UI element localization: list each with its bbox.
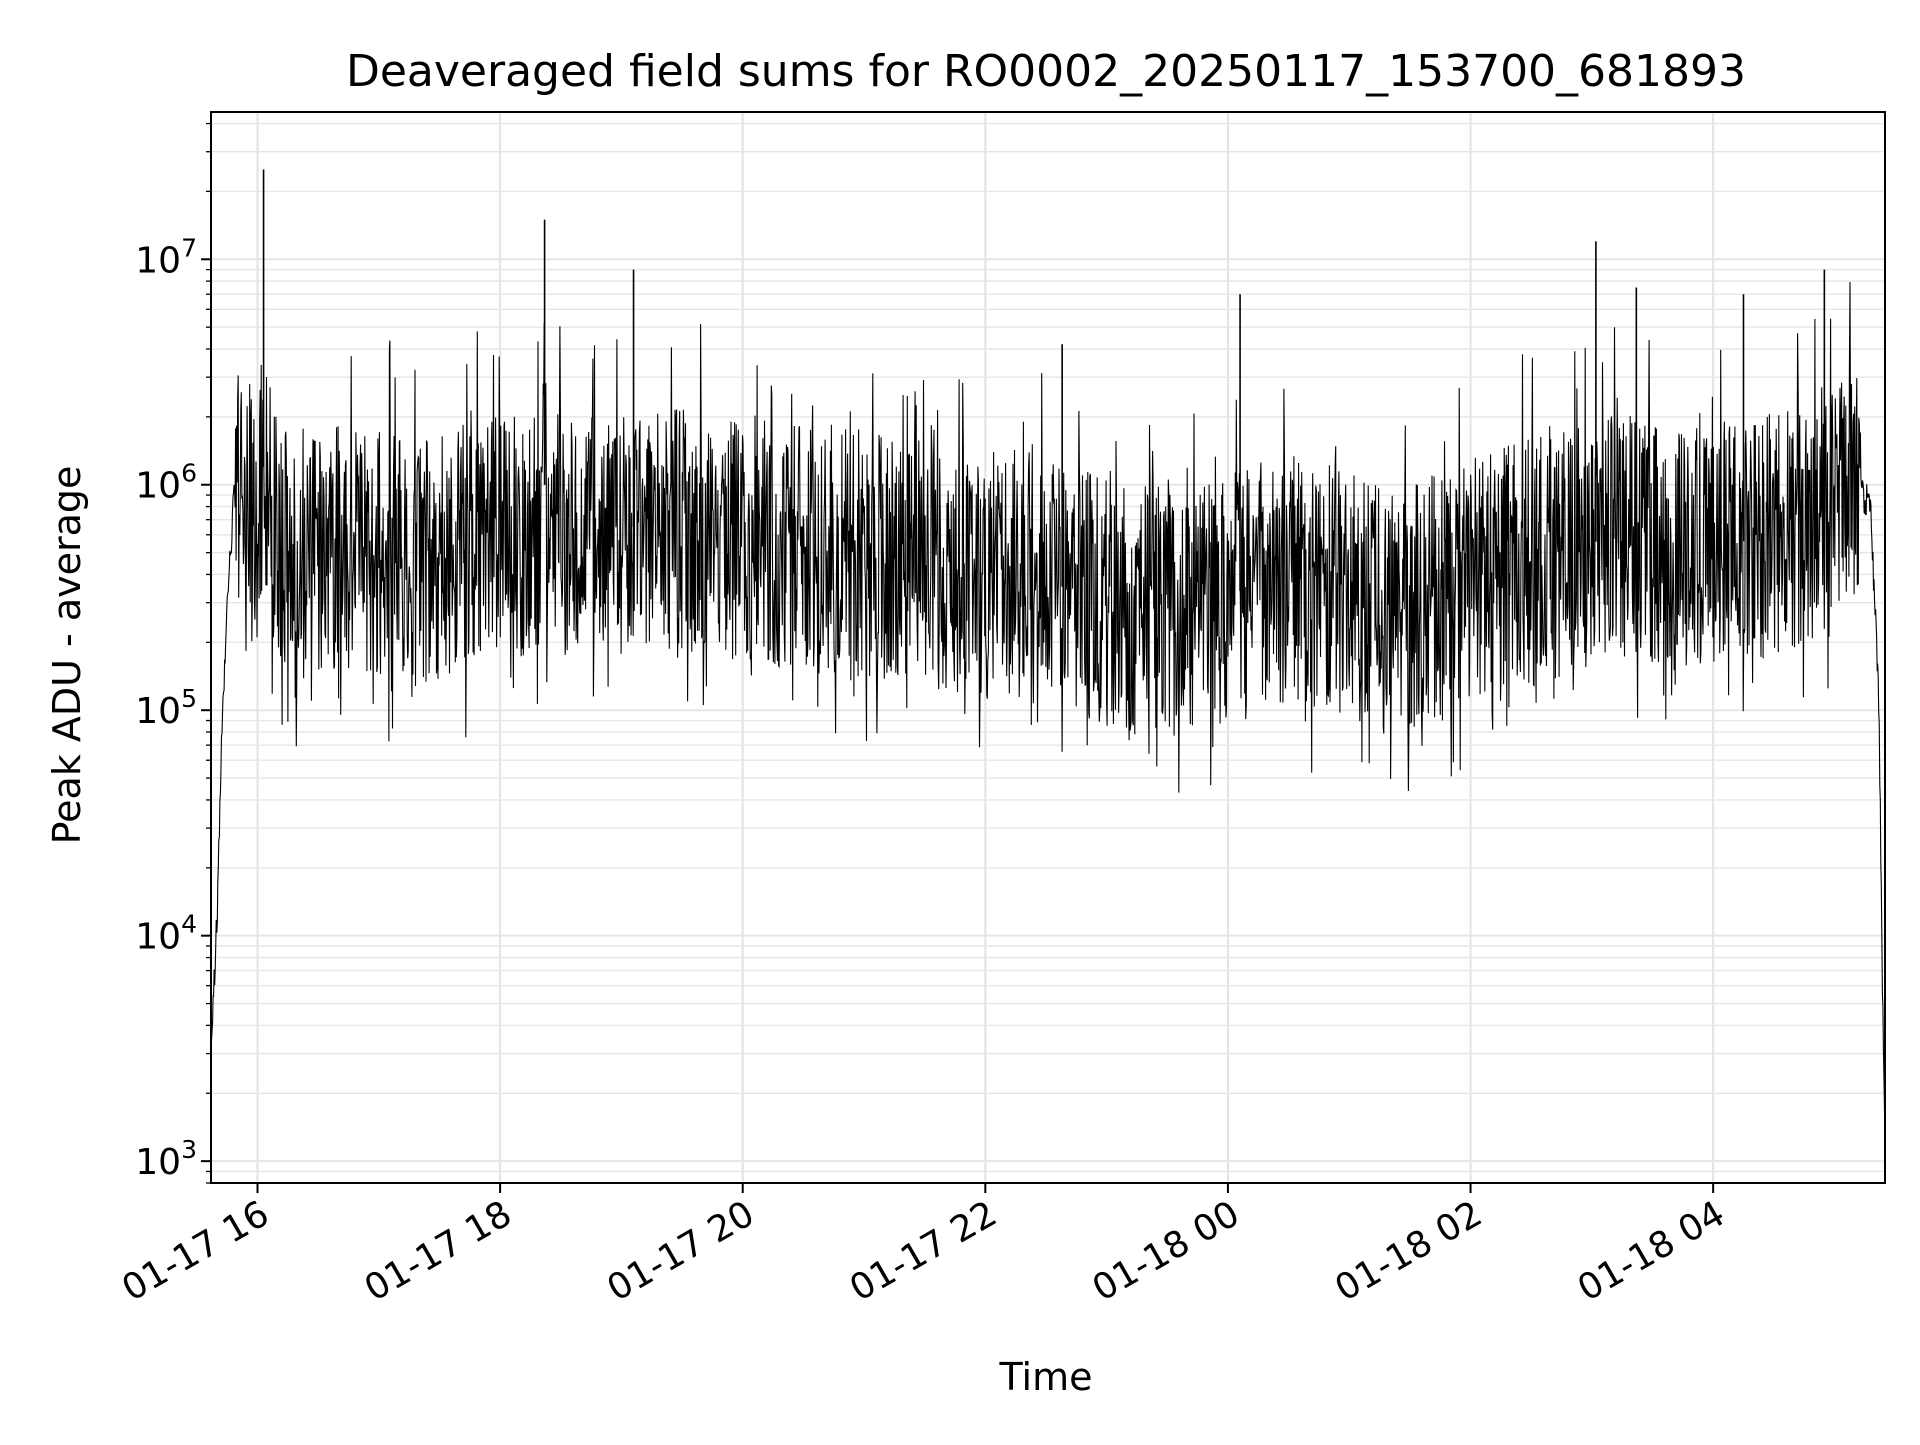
y-tick-label: 107 (135, 233, 197, 281)
y-tick-exponent: 5 (181, 684, 197, 713)
y-tick-base: 10 (135, 466, 181, 507)
y-tick-exponent: 6 (181, 459, 197, 488)
y-tick-base: 10 (135, 691, 181, 732)
y-tick-base: 10 (135, 1142, 181, 1183)
x-axis-label: Time (999, 1355, 1093, 1399)
plot-frame (210, 111, 1886, 1184)
chart-title: Deaveraged field sums for RO0002_2025011… (346, 46, 1746, 97)
y-tick-label: 105 (135, 684, 197, 732)
y-tick-base: 10 (135, 917, 181, 958)
series-line (210, 281, 1886, 1133)
y-tick-exponent: 3 (181, 1135, 197, 1164)
y-tick-exponent: 7 (181, 233, 197, 262)
y-tick-exponent: 4 (181, 910, 197, 939)
y-tick-base: 10 (135, 240, 181, 281)
y-axis-label: Peak ADU - average (45, 466, 89, 845)
y-tick-label: 104 (135, 910, 197, 958)
y-tick-label: 106 (135, 459, 197, 507)
y-tick-label: 103 (135, 1135, 197, 1183)
